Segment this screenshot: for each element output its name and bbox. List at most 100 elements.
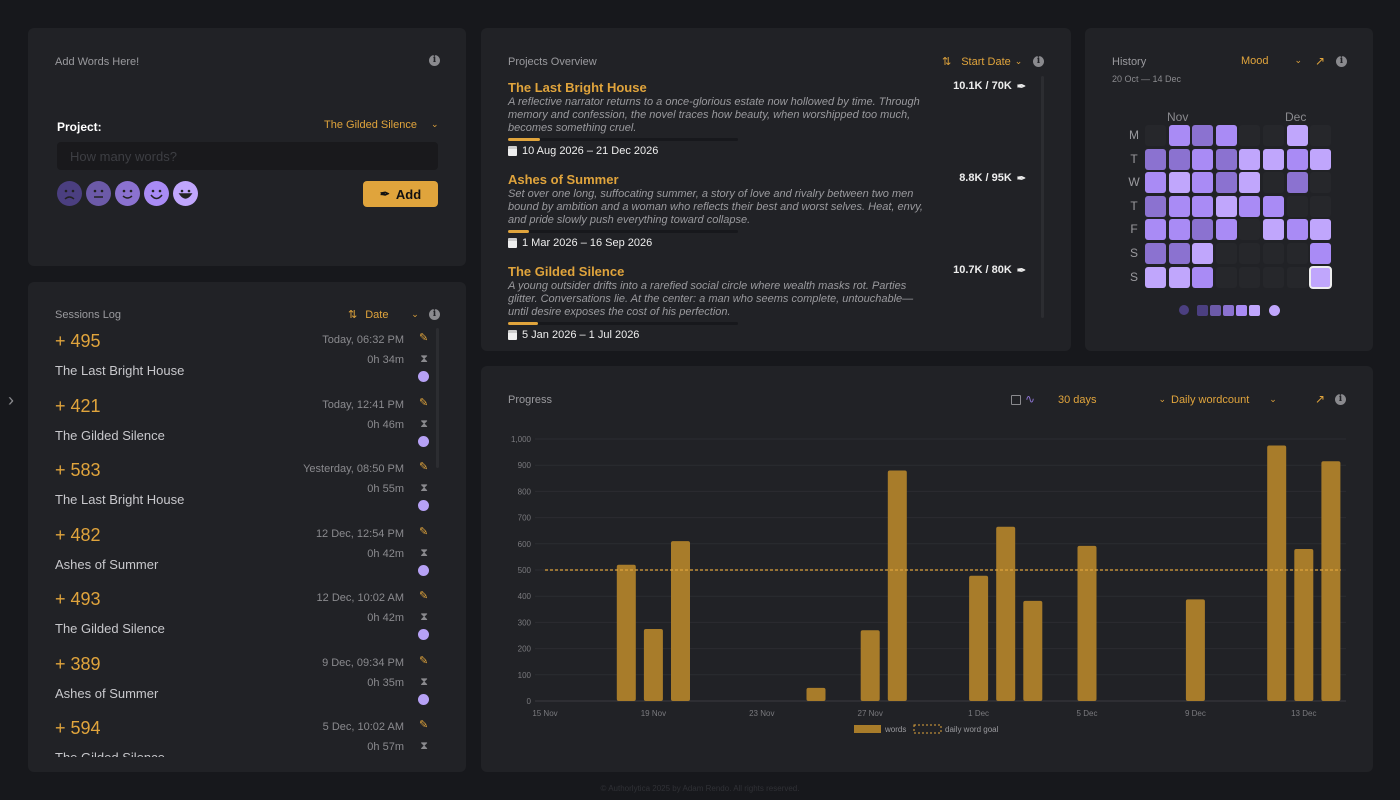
projects-scrollbar[interactable] [1041,76,1044,318]
heatmap-cell[interactable] [1215,266,1237,288]
heatmap-cell[interactable] [1310,172,1332,194]
sessions-scrollbar[interactable] [436,328,439,468]
edit-icon[interactable]: ✎ [419,590,429,602]
bar-words[interactable] [969,575,989,701]
info-icon[interactable]: i [1336,56,1347,67]
project-name[interactable]: The Gilded Silence [508,264,625,279]
pen-nib-icon[interactable]: ✒ [1016,173,1026,185]
very-sad-face-icon[interactable] [57,181,82,206]
grin-face-icon[interactable] [173,181,198,206]
bar-words[interactable] [806,687,826,701]
neutral-face-icon[interactable] [86,181,111,206]
heatmap-cell[interactable] [1286,219,1308,241]
edit-icon[interactable]: ✎ [419,461,429,473]
heatmap-cell[interactable] [1215,172,1237,194]
heatmap-cell[interactable] [1239,266,1261,288]
heatmap-cell[interactable] [1145,125,1166,146]
heatmap-cell[interactable] [1239,148,1261,170]
export-icon[interactable]: ↗ [1315,54,1326,68]
heatmap-cell[interactable] [1192,148,1214,170]
heatmap-cell[interactable] [1192,172,1214,194]
heatmap-cell[interactable] [1263,125,1284,146]
heatmap-cell[interactable] [1168,266,1190,288]
heatmap-cell[interactable] [1215,219,1237,241]
heatmap-cell[interactable] [1263,148,1284,170]
heatmap-cell[interactable] [1168,195,1190,217]
project-select[interactable]: The Gilded Silence ⌄ [324,119,439,131]
heatmap-cell[interactable] [1286,243,1308,264]
heatmap-cell[interactable] [1168,219,1190,241]
heatmap-cell[interactable] [1263,266,1284,288]
heatmap-cell[interactable] [1286,172,1308,194]
bar-words[interactable] [996,526,1016,701]
bar-words[interactable] [643,628,663,701]
heatmap-cell[interactable] [1145,195,1166,217]
heatmap-cell[interactable] [1215,148,1237,170]
heatmap-cell[interactable] [1286,195,1308,217]
edit-icon[interactable]: ✎ [419,719,429,731]
bar-words[interactable] [616,564,636,701]
heatmap-cell[interactable] [1239,219,1261,241]
heatmap-cell[interactable] [1263,172,1284,194]
heatmap-cell[interactable] [1145,243,1166,264]
info-icon[interactable]: i [429,55,440,66]
heatmap-cell[interactable] [1263,219,1284,241]
pen-nib-icon[interactable]: ✒ [1016,265,1026,277]
heatmap-cell[interactable] [1286,148,1308,170]
edit-icon[interactable]: ✎ [419,525,429,538]
history-mode-select[interactable]: Mood ⌄ [1241,55,1302,67]
sessions-sort-select[interactable]: ⇅ Date ⌄ [348,308,419,322]
project-item[interactable]: The Gilded Silence A young outsider drift… [508,264,1038,341]
edit-icon[interactable]: ✎ [419,332,429,344]
heatmap-cell[interactable] [1310,148,1332,170]
heatmap-cell[interactable] [1145,266,1166,288]
heatmap-cell[interactable] [1310,125,1332,146]
bar-words[interactable] [1294,549,1314,701]
heatmap-cell[interactable] [1192,125,1214,146]
sidebar-expand-chevron-icon[interactable]: › [8,390,14,410]
range-select[interactable]: 30 days ⌄ [1058,394,1166,406]
heatmap-cell[interactable] [1239,195,1261,217]
bar-words[interactable] [1267,445,1287,701]
heatmap-cell[interactable] [1215,195,1237,217]
info-icon[interactable]: i [429,309,440,320]
project-name[interactable]: Ashes of Summer [508,172,619,187]
smile-face-icon[interactable] [144,181,169,206]
heatmap-cell[interactable] [1286,125,1308,146]
bar-words[interactable] [1321,461,1341,701]
bar-words[interactable] [1077,545,1097,701]
bar-words[interactable] [1185,599,1205,701]
heatmap-cell[interactable] [1239,243,1261,264]
heatmap-cell[interactable] [1168,172,1190,194]
bar-words[interactable] [671,541,690,701]
cumulative-checkbox[interactable] [1011,395,1021,405]
heatmap-cell[interactable] [1263,243,1284,264]
add-button[interactable]: ✒ Add [363,181,438,207]
heatmap-cell[interactable] [1286,266,1308,288]
info-icon[interactable]: i [1033,56,1044,67]
project-name[interactable]: The Last Bright House [508,80,647,95]
project-item[interactable]: Ashes of Summer Set over one long, suffoc… [508,172,1038,249]
slight-smile-face-icon[interactable] [115,181,140,206]
heatmap-cell[interactable] [1192,243,1214,264]
heatmap-cell[interactable] [1215,125,1237,146]
heatmap-cell[interactable] [1168,243,1190,264]
heatmap-cell[interactable] [1168,125,1190,146]
heatmap-cell[interactable] [1192,195,1214,217]
metric-select[interactable]: Daily wordcount ⌄ [1171,394,1277,406]
project-item[interactable]: The Last Bright House A reflective narrat… [508,80,1038,157]
heatmap-cell[interactable] [1192,266,1214,288]
pen-nib-icon[interactable]: ✒ [1016,81,1026,93]
word-count-input[interactable] [57,142,438,170]
bar-words[interactable] [860,630,880,701]
heatmap-cell[interactable] [1310,243,1332,264]
heatmap-cell[interactable] [1192,219,1214,241]
heatmap-cell[interactable] [1239,125,1261,146]
heatmap-cell[interactable] [1310,219,1332,241]
heatmap-cell[interactable] [1239,172,1261,194]
heatmap-cell[interactable] [1145,148,1166,170]
heatmap-cell[interactable] [1309,265,1333,289]
bar-words[interactable] [887,470,907,701]
info-icon[interactable]: i [1335,394,1346,405]
heatmap-cell[interactable] [1310,195,1332,217]
